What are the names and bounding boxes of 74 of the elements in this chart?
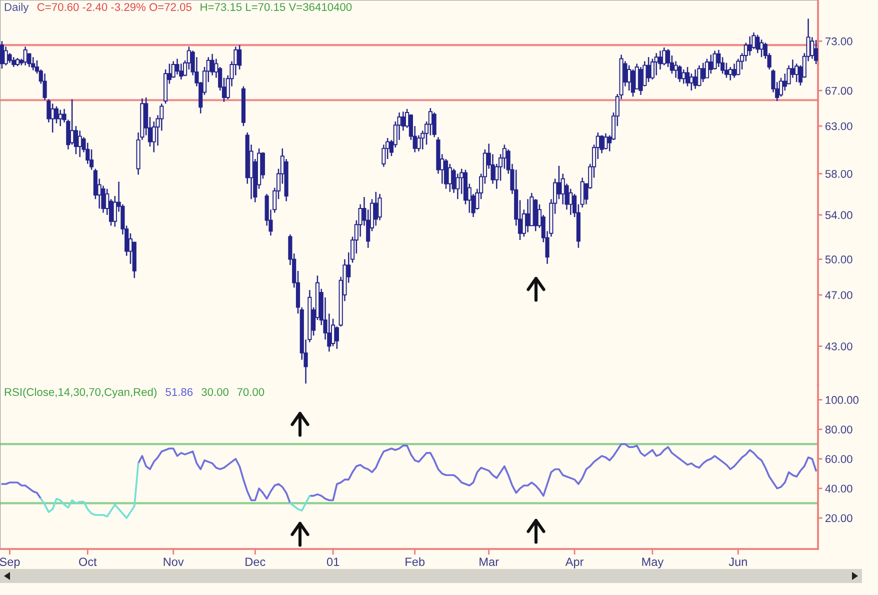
annotation: 51.86 bbox=[166, 388, 193, 396]
candlestick bbox=[794, 63, 799, 83]
y-tick-label: 40.00 bbox=[825, 484, 852, 493]
candlestick bbox=[444, 158, 448, 190]
y-tick-label: 50.00 bbox=[825, 256, 852, 264]
candlestick bbox=[416, 134, 421, 152]
x-tick-label: Mar bbox=[480, 558, 499, 566]
candlestick bbox=[678, 64, 682, 83]
x-tick-label: Jun bbox=[728, 558, 747, 566]
x-tick-label: 01 bbox=[326, 558, 340, 566]
candlestick bbox=[175, 58, 180, 76]
annotation: H=73.15 L=70.15 V=36410400 bbox=[200, 3, 352, 11]
candlestick bbox=[712, 50, 717, 70]
y-tick-label: 43.00 bbox=[825, 342, 852, 350]
x-tick-label: Dec bbox=[246, 558, 266, 566]
y-tick-label: 73.00 bbox=[826, 37, 852, 46]
candlestick bbox=[31, 56, 36, 71]
annotation: C=70.60 -2.40 -3.29% O=72.05 bbox=[37, 3, 192, 11]
candlestick bbox=[685, 66, 690, 87]
candlestick bbox=[58, 109, 62, 127]
y-tick-label: 60.00 bbox=[826, 455, 852, 464]
y-tick-label: 20.00 bbox=[826, 514, 852, 522]
y-tick-label: 54.00 bbox=[825, 211, 852, 220]
y-tick-label: 67.00 bbox=[826, 86, 852, 95]
x-tick-label: Sep bbox=[0, 558, 20, 568]
x-tick-label: Feb bbox=[406, 557, 425, 566]
candlestick bbox=[432, 112, 436, 138]
y-tick-label: 58.00 bbox=[825, 170, 852, 178]
candlestick bbox=[23, 46, 28, 66]
candlestick bbox=[604, 132, 608, 150]
x-tick-label: May bbox=[642, 558, 664, 568]
candlestick bbox=[70, 98, 74, 146]
candlestick bbox=[42, 72, 47, 101]
candlestick bbox=[12, 56, 16, 68]
candlestick bbox=[748, 36, 752, 56]
candlestick bbox=[54, 106, 59, 124]
candlestick bbox=[50, 102, 55, 134]
x-tick-label: Apr bbox=[565, 558, 584, 568]
candlestick bbox=[654, 52, 658, 76]
candlestick bbox=[448, 163, 452, 193]
candlestick bbox=[8, 52, 12, 64]
candlestick bbox=[662, 46, 666, 66]
candlestick bbox=[179, 63, 184, 80]
candlestick bbox=[697, 64, 702, 87]
candlestick bbox=[682, 68, 686, 84]
candlestick bbox=[756, 34, 760, 54]
candlestick bbox=[4, 46, 8, 66]
candlestick bbox=[556, 165, 562, 200]
candlestick bbox=[689, 72, 694, 92]
candlestick bbox=[334, 326, 339, 350]
y-tick-label: 47.00 bbox=[825, 291, 852, 300]
chart-title: Daily bbox=[4, 2, 29, 14]
candlestick bbox=[701, 62, 706, 83]
candlestick bbox=[732, 63, 736, 78]
annotation: 30.00 bbox=[202, 388, 228, 396]
candlestick bbox=[778, 77, 784, 98]
y-tick-label: 80.00 bbox=[825, 426, 852, 434]
candlestick bbox=[630, 68, 636, 98]
candlestick bbox=[568, 188, 573, 216]
candlestick bbox=[708, 54, 713, 74]
candlestick bbox=[456, 173, 460, 200]
candlestick bbox=[674, 60, 678, 78]
candlestick bbox=[0, 40, 4, 70]
candlestick bbox=[704, 58, 710, 78]
candlestick bbox=[814, 39, 818, 65]
x-tick-label: Oct bbox=[79, 558, 97, 566]
y-tick-label: 63.00 bbox=[826, 122, 852, 130]
candlestick bbox=[646, 56, 651, 83]
y-tick-label: 100.00 bbox=[826, 396, 858, 404]
chart-title: RSI(Close,14,30,70,Cyan,Red) bbox=[4, 388, 156, 398]
annotation: 70.00 bbox=[237, 388, 264, 396]
candlestick bbox=[759, 38, 764, 58]
candlestick bbox=[78, 130, 82, 158]
x-tick-label: Nov bbox=[164, 558, 184, 566]
